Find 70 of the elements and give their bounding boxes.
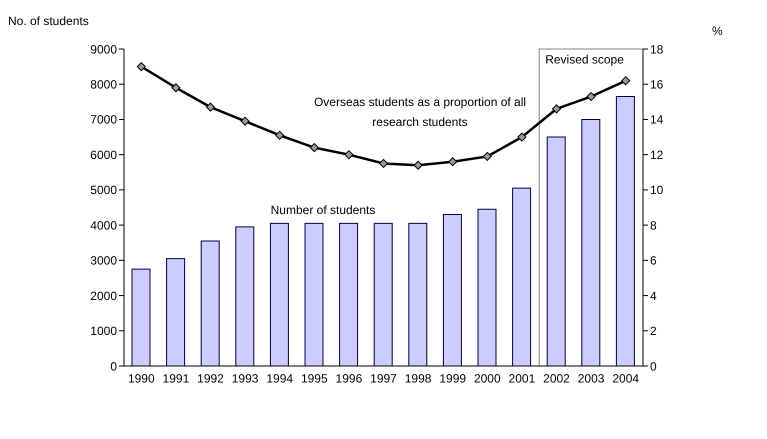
- x-tick-label: 2004: [612, 372, 640, 386]
- y2-tick-label: 0: [650, 359, 657, 374]
- y2-tick-label: 12: [650, 148, 664, 162]
- y2-axis-title: %: [712, 24, 723, 38]
- x-tick-label: 1991: [162, 372, 190, 386]
- y-tick-label: 1000: [90, 324, 118, 338]
- point: [448, 157, 458, 166]
- point: [171, 83, 180, 92]
- y-tick-label: 4000: [90, 218, 118, 232]
- y2-tick-label: 16: [650, 77, 664, 92]
- y-axis-title: No. of students: [8, 14, 89, 28]
- x-tick-label: 1996: [336, 372, 363, 386]
- bar: [200, 240, 220, 366]
- x-tick-label: 2000: [474, 372, 501, 386]
- x-tick-label: 1998: [404, 372, 432, 386]
- point: [586, 92, 596, 102]
- x-tick-label: 1999: [439, 372, 466, 386]
- bar: [616, 96, 635, 366]
- bar: [442, 214, 462, 366]
- point: [414, 160, 423, 170]
- y2-tick-label: 14: [650, 112, 664, 127]
- x-tick-label: 1994: [266, 372, 294, 386]
- y-tick-label: 9000: [90, 42, 118, 56]
- band-label: Revised scope: [545, 52, 624, 67]
- point: [482, 152, 492, 161]
- bar: [166, 258, 186, 366]
- x-tick-label: 1992: [197, 372, 224, 386]
- bar: [270, 222, 289, 366]
- y-tick-label: 6000: [90, 148, 118, 162]
- bar: [546, 136, 566, 366]
- y-tick-label: 7000: [90, 112, 118, 127]
- point: [310, 143, 319, 152]
- y2-tick-label: 4: [650, 288, 657, 303]
- y-tick-label: 5000: [90, 183, 118, 198]
- point: [206, 102, 215, 112]
- point: [240, 116, 250, 126]
- bar: [581, 118, 600, 366]
- point: [621, 76, 630, 86]
- x-tick-label: 1993: [232, 372, 259, 386]
- point: [517, 132, 526, 142]
- x-tick-label: 1995: [300, 372, 328, 386]
- x-tick-label: 2001: [508, 372, 536, 386]
- point: [275, 130, 284, 140]
- bar: [304, 222, 324, 366]
- bar: [408, 222, 428, 366]
- y2-tick-label: 2: [650, 324, 657, 338]
- y2-tick-label: 8: [650, 218, 657, 232]
- y2-tick-label: 18: [650, 42, 664, 56]
- x-tick-label: 2002: [543, 372, 570, 386]
- point: [552, 104, 561, 114]
- x-tick-label: 1997: [370, 372, 398, 386]
- y-tick-label: 8000: [90, 77, 118, 92]
- series-label: Overseas students as a proportion of all research students: [312, 94, 528, 131]
- y-tick-label: 3000: [90, 254, 118, 268]
- point: [136, 62, 146, 72]
- x-tick-label: 2003: [578, 372, 605, 386]
- y2-tick-label: 6: [650, 254, 657, 268]
- bar: [132, 268, 150, 366]
- y-tick-label: 0: [110, 359, 118, 374]
- bar: [512, 188, 532, 366]
- bar: [374, 222, 393, 366]
- point: [379, 158, 388, 168]
- x-tick-label: 1990: [128, 372, 155, 386]
- bar: [339, 222, 358, 366]
- series-label: Number of students: [270, 202, 376, 219]
- bar: [235, 226, 254, 366]
- point: [344, 150, 354, 160]
- y2-tick-label: 10: [650, 183, 664, 198]
- y-tick-label: 2000: [90, 288, 118, 303]
- bar: [478, 208, 496, 366]
